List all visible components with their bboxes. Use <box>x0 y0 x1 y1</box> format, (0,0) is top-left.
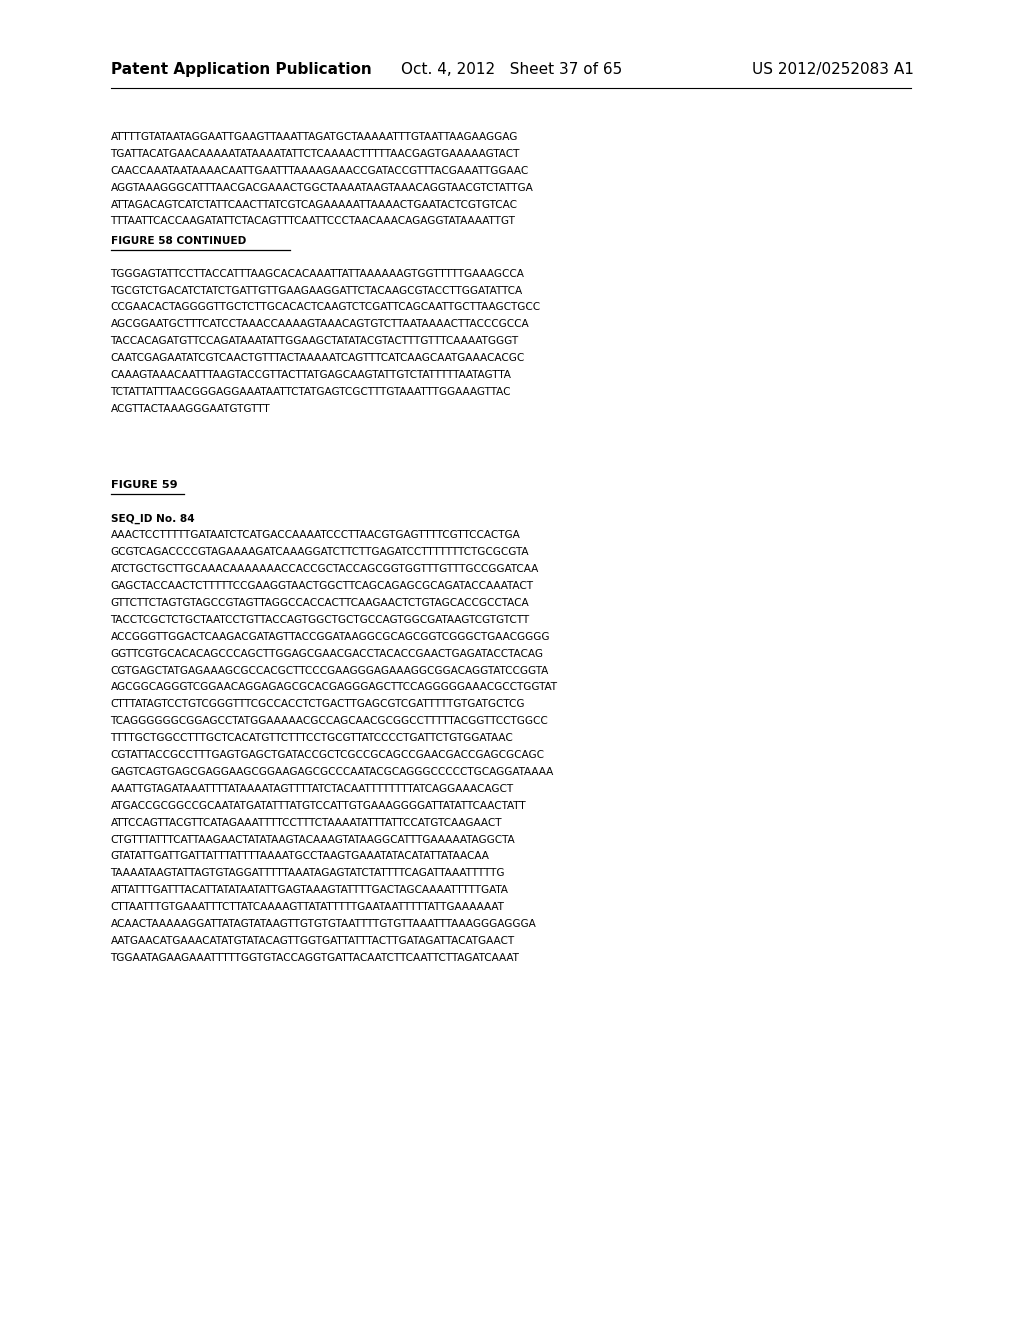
Text: TGGGAGTATTCCTTACCATTTAAGCACACAAATTATTAAAAAAGTGGTTTTTGAAAGCCA: TGGGAGTATTCCTTACCATTTAAGCACACAAATTATTAAA… <box>111 269 524 279</box>
Text: GTTCTTCTAGTGTAGCCGTAGTTAGGCCACCACTTCAAGAACTCTGTAGCACCGCCTACA: GTTCTTCTAGTGTAGCCGTAGTTAGGCCACCACTTCAAGA… <box>111 598 529 609</box>
Text: CGTATTACCGCCTTTGAGTGAGCTGATACCGCTCGCCGCAGCCGAACGACCGAGCGCAGC: CGTATTACCGCCTTTGAGTGAGCTGATACCGCTCGCCGCA… <box>111 750 545 760</box>
Text: AGCGGCAGGGTCGGAACAGGAGAGCGCACGAGGGAGCTTCCAGGGGGAAACGCCTGGTAT: AGCGGCAGGGTCGGAACAGGAGAGCGCACGAGGGAGCTTC… <box>111 682 558 693</box>
Text: CTGTTTATTTCATTAAGAACTATATAAGTACAAAGTATAAGGCATTTGAAAAATAGGCTA: CTGTTTATTTCATTAAGAACTATATAAGTACAAAGTATAA… <box>111 834 515 845</box>
Text: AATGAACATGAAACATATGTATACAGTTGGTGATTATTTACTTGATAGATTACATGAACT: AATGAACATGAAACATATGTATACAGTTGGTGATTATTTA… <box>111 936 515 946</box>
Text: TGCGTCTGACATCTATCTGATTGTTGAAGAAGGATTCTACAAGCGTACCTTGGATATTCA: TGCGTCTGACATCTATCTGATTGTTGAAGAAGGATTCTAC… <box>111 285 522 296</box>
Text: TACCTCGCTCTGCTAATCCTGTTACCAGTGGCTGCTGCCAGTGGCGATAAGTCGTGTCTT: TACCTCGCTCTGCTAATCCTGTTACCAGTGGCTGCTGCCA… <box>111 615 529 624</box>
Text: ATCTGCTGCTTGCAAACAAAAAAACCACCGCTACCAGCGGTGGTTTGTTTGCCGGATCAA: ATCTGCTGCTTGCAAACAAAAAAACCACCGCTACCAGCGG… <box>111 564 539 574</box>
Text: TTTAATTCACCAAGATATTCTACAGTTTCAATTCCCTAACAAACAGAGGTATAAAATTGT: TTTAATTCACCAAGATATTCTACAGTTTCAATTCCCTAAC… <box>111 216 515 227</box>
Text: CCGAACACTAGGGGTTGCTCTTGCACACTCAAGTCTCGATTCAGCAATTGCTTAAGCTGCC: CCGAACACTAGGGGTTGCTCTTGCACACTCAAGTCTCGAT… <box>111 302 541 313</box>
Text: TCAGGGGGGCGGAGCCTATGGAAAAACGCCAGCAACGCGGCCTTTTTACGGTTCCTGGCC: TCAGGGGGGCGGAGCCTATGGAAAAACGCCAGCAACGCGG… <box>111 717 548 726</box>
Text: AAACTCCTTTTTGATAATCTCATGACCAAAATCCCTTAACGTGAGTTTTCGTTCCACTGA: AAACTCCTTTTTGATAATCTCATGACCAAAATCCCTTAAC… <box>111 531 520 540</box>
Text: Oct. 4, 2012   Sheet 37 of 65: Oct. 4, 2012 Sheet 37 of 65 <box>401 62 623 77</box>
Text: TAAAATAAGTATTAGTGTAGGATTTTTAAATAGAGTATCTATTTTCAGATTAAATTTTTG: TAAAATAAGTATTAGTGTAGGATTTTTAAATAGAGTATCT… <box>111 869 505 878</box>
Text: CGTGAGCTATGAGAAAGCGCCACGCTTCCCGAAGGGAGAAAGGCGGACAGGTATCCGGTA: CGTGAGCTATGAGAAAGCGCCACGCTTCCCGAAGGGAGAA… <box>111 665 549 676</box>
Text: TGGAATAGAAGAAATTTTTGGTGTACCAGGTGATTACAATCTTCAATTCTTAGATCAAAT: TGGAATAGAAGAAATTTTTGGTGTACCAGGTGATTACAAT… <box>111 953 519 962</box>
Text: CAACCAAATAATAAAACAATTGAATTTAAAAGAAACCGATACCGTTTACGAAATTGGAAC: CAACCAAATAATAAAACAATTGAATTTAAAAGAAACCGAT… <box>111 166 528 176</box>
Text: ACGTTACTAAAGGGAATGTGTTT: ACGTTACTAAAGGGAATGTGTTT <box>111 404 270 414</box>
Text: Patent Application Publication: Patent Application Publication <box>111 62 372 77</box>
Text: ACCGGGTTGGACTCAAGACGATAGTTACCGGATAAGGCGCAGCGGTCGGGCTGAACGGGG: ACCGGGTTGGACTCAAGACGATAGTTACCGGATAAGGCGC… <box>111 632 550 642</box>
Text: FIGURE 58 CONTINUED: FIGURE 58 CONTINUED <box>111 236 246 246</box>
Text: GCGTCAGACCCCGTAGAAAAGATCAAAGGATCTTCTTGAGATCCTTTTTTTCTGCGCGTA: GCGTCAGACCCCGTAGAAAAGATCAAAGGATCTTCTTGAG… <box>111 548 529 557</box>
Text: ATTATTTGATTTACATTATATAATATTGAGTAAAGTATTTTGACTAGCAAAATTTTTGATA: ATTATTTGATTTACATTATATAATATTGAGTAAAGTATTT… <box>111 886 509 895</box>
Text: AAATTGTAGATAAATTTTATAAAATAGTTTTATCTACAATTTTTTTTATCAGGAAACAGCT: AAATTGTAGATAAATTTTATAAAATAGTTTTATCTACAAT… <box>111 784 514 793</box>
Text: ATTTTGTATAATAGGAATTGAAGTTAAATTAGATGCTAAAAATTTGTAATTAAGAAGGAG: ATTTTGTATAATAGGAATTGAAGTTAAATTAGATGCTAAA… <box>111 132 518 143</box>
Text: AGGTAAAGGGCATTTAACGACGAAACTGGCTAAAATAAGTAAACAGGTAACGTCTATTGA: AGGTAAAGGGCATTTAACGACGAAACTGGCTAAAATAAGT… <box>111 182 534 193</box>
Text: ACAACTAAAAAGGATTATAGTATAAGTTGTGTGTAATTTTGTGTTAAATTTAAAGGGAGGGA: ACAACTAAAAAGGATTATAGTATAAGTTGTGTGTAATTTT… <box>111 919 537 929</box>
Text: TACCACAGATGTTCCAGATAAATATTGGAAGCTATATACGTACTTTGTTTCAAAATGGGT: TACCACAGATGTTCCAGATAAATATTGGAAGCTATATACG… <box>111 337 519 346</box>
Text: ATTAGACAGTCATCTATTCAACTTATCGTCAGAAAAATTAAAACTGAATACTCGTGTCAC: ATTAGACAGTCATCTATTCAACTTATCGTCAGAAAAATTA… <box>111 199 517 210</box>
Text: US 2012/0252083 A1: US 2012/0252083 A1 <box>752 62 913 77</box>
Text: GAGCTACCAACTCTTTTTCCGAAGGTAACTGGCTTCAGCAGAGCGCAGATACCAAATACT: GAGCTACCAACTCTTTTTCCGAAGGTAACTGGCTTCAGCA… <box>111 581 534 591</box>
Text: ATTCCAGTTACGTTCATAGAAATTTTCCTTTCTAAAATATTTATTCCATGTCAAGAACT: ATTCCAGTTACGTTCATAGAAATTTTCCTTTCTAAAATAT… <box>111 817 502 828</box>
Text: CTTTATAGTCCTGTCGGGTTTCGCCACCTCTGACTTGAGCGTCGATTTTTGTGATGCTCG: CTTTATAGTCCTGTCGGGTTTCGCCACCTCTGACTTGAGC… <box>111 700 525 709</box>
Text: GAGTCAGTGAGCGAGGAAGCGGAAGAGCGCCCAATACGCAGGGCCCCCTGCAGGATAAAA: GAGTCAGTGAGCGAGGAAGCGGAAGAGCGCCCAATACGCA… <box>111 767 554 777</box>
Text: AGCGGAATGCTTTCATCCTAAACCAAAAGTAAACAGTGTCTTAATAAAACTTACCCGCCA: AGCGGAATGCTTTCATCCTAAACCAAAAGTAAACAGTGTC… <box>111 319 529 330</box>
Text: CAAAGTAAACAATTTAAGTACCGTTACTTATGAGCAAGTATTGTCTATTTTTAATAGTTA: CAAAGTAAACAATTTAAGTACCGTTACTTATGAGCAAGTA… <box>111 370 511 380</box>
Text: CAATCGAGAATATCGTCAACTGTTTACTAAAAATCAGTTTCATCAAGCAATGAAACACGC: CAATCGAGAATATCGTCAACTGTTTACTAAAAATCAGTTT… <box>111 354 525 363</box>
Text: TGATTACATGAACAAAAATATAAAATATTCTCAAAACTTTTTAACGAGTGAAAAAGTACT: TGATTACATGAACAAAAATATAAAATATTCTCAAAACTTT… <box>111 149 520 158</box>
Text: GGTTCGTGCACACAGCCCAGCTTGGAGCGAACGACCTACACCGAACTGAGATACCTACAG: GGTTCGTGCACACAGCCCAGCTTGGAGCGAACGACCTACA… <box>111 648 544 659</box>
Text: GTATATTGATTGATTATTTATTTTAAAATGCCTAAGTGAAATATACATATTATAACAA: GTATATTGATTGATTATTTATTTTAAAATGCCTAAGTGAA… <box>111 851 489 862</box>
Text: SEQ_ID No. 84: SEQ_ID No. 84 <box>111 513 195 524</box>
Text: CTTAATTTGTGAAATTTCTTATCAAAAGTTATATTTTTGAATAATTTTTATTGAAAAAAT: CTTAATTTGTGAAATTTCTTATCAAAAGTTATATTTTTGA… <box>111 902 505 912</box>
Text: ATGACCGCGGCCGCAATATGATATTTATGTCCATTGTGAAAGGGGATTATATTCAACTATT: ATGACCGCGGCCGCAATATGATATTTATGTCCATTGTGAA… <box>111 801 526 810</box>
Text: TTTTGCTGGCCTTTGCTCACATGTTCTTTCCTGCGTTATCCCCTGATTCTGTGGATAAC: TTTTGCTGGCCTTTGCTCACATGTTCTTTCCTGCGTTATC… <box>111 733 513 743</box>
Text: FIGURE 59: FIGURE 59 <box>111 480 177 490</box>
Text: TCTATTATTTAACGGGAGGAAATAATTCTATGAGTCGCTTTGTAAATTTGGAAAGTTAC: TCTATTATTTAACGGGAGGAAATAATTCTATGAGTCGCTT… <box>111 387 511 397</box>
